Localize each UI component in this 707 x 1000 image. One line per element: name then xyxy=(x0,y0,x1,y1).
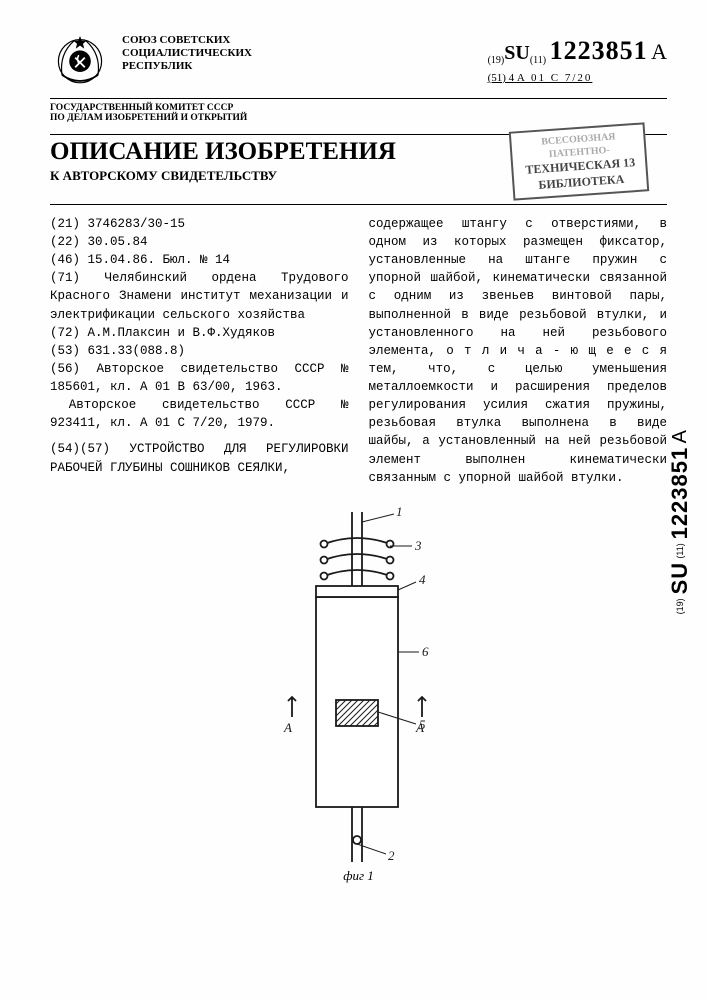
document-page: СОЮЗ СОВЕТСКИХ СОЦИАЛИСТИЧЕСКИХ РЕСПУБЛИ… xyxy=(0,0,707,1000)
pub-kind: A xyxy=(651,39,667,64)
left-column: (21) 3746283/30-15 (22) 30.05.84 (46) 15… xyxy=(50,215,349,487)
section-mark-right: A xyxy=(415,720,424,735)
field-71: (71) Челябинский ордена Трудового Красно… xyxy=(50,269,349,323)
section-mark-left: A xyxy=(283,720,292,735)
title-row: ОПИСАНИЕ ИЗОБРЕТЕНИЯ К АВТОРСКОМУ СВИДЕТ… xyxy=(50,139,667,200)
committee-text: ГОСУДАРСТВЕННЫЙ КОМИТЕТ СССР ПО ДЕЛАМ ИЗ… xyxy=(50,103,667,124)
field-72: (72) А.М.Плаксин и В.Ф.Худяков xyxy=(50,324,349,342)
callout-4: 4 xyxy=(419,572,426,587)
body-columns: (21) 3746283/30-15 (22) 30.05.84 (46) 15… xyxy=(50,215,667,487)
header-org: СОЮЗ СОВЕТСКИХ СОЦИАЛИСТИЧЕСКИХ РЕСПУБЛИ… xyxy=(122,30,252,74)
header-row: СОЮЗ СОВЕТСКИХ СОЦИАЛИСТИЧЕСКИХ РЕСПУБЛИ… xyxy=(50,30,667,90)
field-53: (53) 631.33(088.8) xyxy=(50,342,349,360)
side-publication-code: (19) SU (11) 1223851 A xyxy=(667,430,693,614)
field-21: (21) 3746283/30-15 xyxy=(50,215,349,233)
field-46: (46) 15.04.86. Бюл. № 14 xyxy=(50,251,349,269)
ipc-classification: (51) 4 A 01 C 7/20 xyxy=(488,72,667,84)
divider-line xyxy=(50,98,667,99)
callout-1: 1 xyxy=(396,504,403,519)
field-54-57: (54)(57) УСТРОЙСТВО ДЛЯ РЕГУЛИРОВКИ РАБО… xyxy=(50,440,349,476)
callout-2: 2 xyxy=(388,848,395,863)
pub-number: 1223851 xyxy=(550,36,648,65)
pub-prefix: (19) xyxy=(488,55,505,66)
field-22: (22) 30.05.84 xyxy=(50,233,349,251)
callout-3: 3 xyxy=(414,538,422,553)
document-title: ОПИСАНИЕ ИЗОБРЕТЕНИЯ xyxy=(50,139,396,164)
field-56a: (56) Авторское свидетельство СССР № 1856… xyxy=(50,360,349,396)
pub-country: SU xyxy=(504,42,530,64)
right-column: содержащее штангу с отверстиями, в одном… xyxy=(369,215,668,487)
figure-1: 1 3 4 6 5 2 A A фиг 1 xyxy=(244,502,474,882)
pub-mid: (11) xyxy=(530,55,546,66)
ussr-emblem-icon xyxy=(50,30,110,90)
callout-6: 6 xyxy=(422,644,429,659)
abstract-text: содержащее штангу с отверстиями, в одном… xyxy=(369,215,668,487)
document-subtitle: К АВТОРСКОМУ СВИДЕТЕЛЬСТВУ xyxy=(50,168,396,184)
header-publication: (19)SU(11) 1223851 A (51) 4 A 01 C 7/20 xyxy=(488,30,667,84)
figure-label: фиг 1 xyxy=(343,868,374,884)
field-56b: Авторское свидетельство СССР № 923411, к… xyxy=(50,396,349,432)
library-stamp: ВСЕСОЮЗНАЯ ПАТЕНТНО- ТЕХНИЧЕСКАЯ 13 БИБЛ… xyxy=(509,122,649,200)
divider-line xyxy=(50,204,667,205)
